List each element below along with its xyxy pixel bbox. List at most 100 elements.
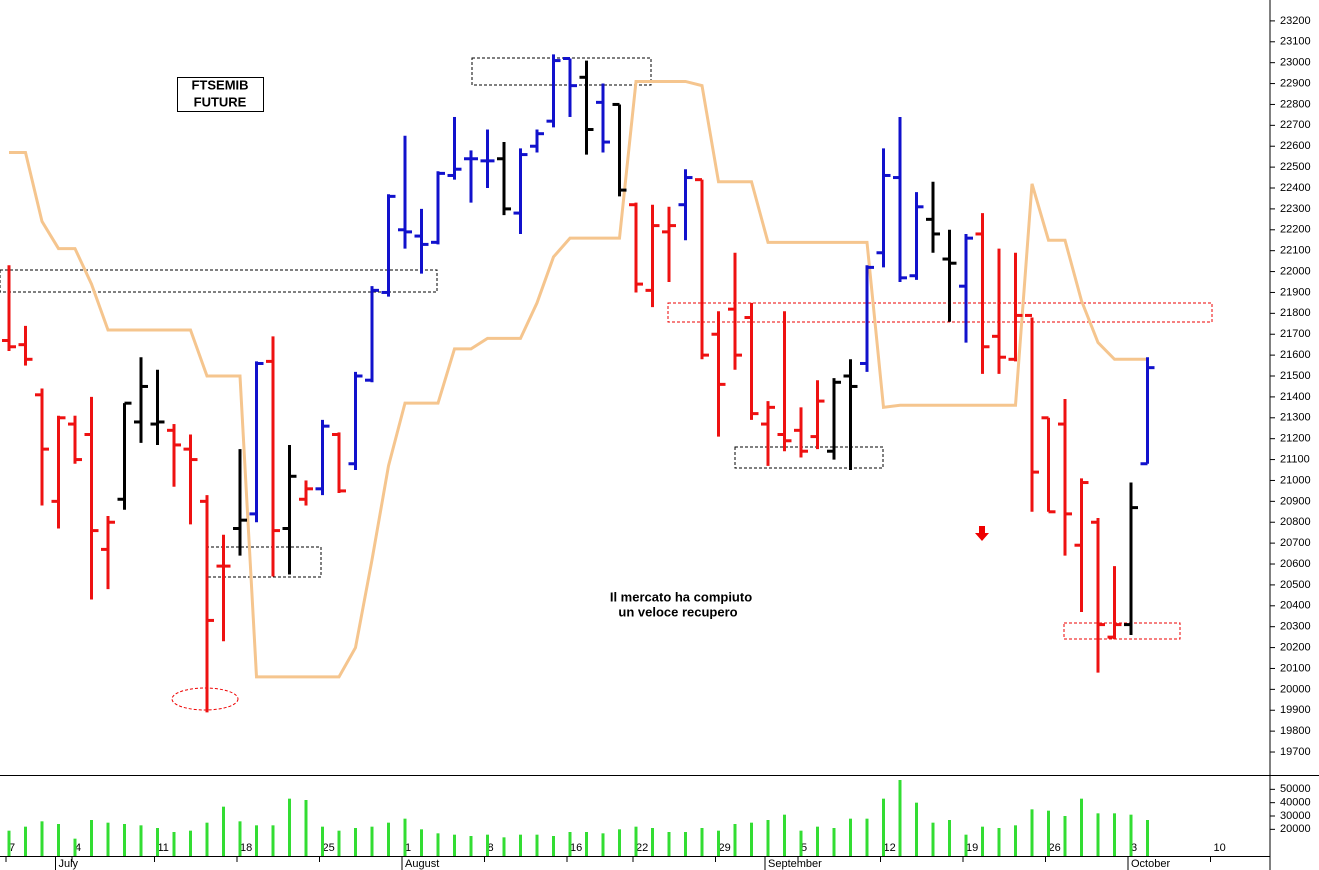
x-tick-label: 4 (75, 842, 81, 854)
y-tick-label: 20900 (1280, 495, 1311, 507)
zone-ellipse (171, 687, 239, 711)
volume-bar (849, 818, 852, 856)
volume-bar (172, 832, 176, 856)
volume-bar (24, 826, 27, 856)
month-label: September (768, 858, 822, 870)
volume-bar (1080, 798, 1083, 856)
x-tick-label: 11 (158, 842, 169, 854)
x-tick-label: 3 (1131, 842, 1137, 854)
volume-bar (766, 820, 770, 856)
volume-bar (1129, 814, 1133, 856)
x-tick-label: 19 (966, 842, 978, 854)
annotation: Il mercato ha compiuto (610, 589, 752, 604)
y-tick-label: 22100 (1280, 245, 1311, 257)
volume-bar (205, 822, 209, 856)
volume-bar (898, 780, 902, 856)
x-tick-label: 10 (1214, 842, 1226, 854)
volume-bar (931, 822, 935, 856)
volume-bar (585, 832, 588, 856)
volume-tick-label: 50000 (1280, 783, 1311, 795)
zone-box (471, 57, 652, 86)
volume-bar (750, 822, 753, 856)
volume-bar (700, 828, 704, 856)
volume-bar (568, 832, 572, 856)
y-tick-label: 20300 (1280, 621, 1311, 633)
volume-bar (717, 830, 720, 856)
y-tick-label: 21900 (1280, 286, 1311, 298)
y-tick-label: 19800 (1280, 725, 1311, 737)
volume-bar (535, 834, 539, 856)
y-tick-label: 22600 (1280, 140, 1311, 152)
y-tick-label: 22400 (1280, 182, 1311, 194)
volume-bar (832, 828, 836, 856)
volume-bar (139, 825, 143, 856)
zone-box (734, 446, 884, 469)
y-tick-label: 22000 (1280, 265, 1311, 277)
y-tick-label: 20200 (1280, 641, 1311, 653)
volume-bar (1063, 816, 1067, 856)
y-tick-label: 23000 (1280, 57, 1311, 69)
volume-bar (189, 830, 192, 856)
zone-box (0, 269, 438, 293)
x-tick-label: 18 (240, 842, 252, 854)
volume-bar (601, 833, 605, 856)
volume-bar (436, 833, 440, 856)
volume-bar (453, 834, 456, 856)
volume-bar (1030, 809, 1034, 856)
volume-bar (519, 834, 522, 856)
y-tick-label: 21300 (1280, 412, 1311, 424)
volume-bar (337, 830, 341, 856)
volume-bar (288, 798, 291, 856)
y-tick-label: 22300 (1280, 203, 1311, 215)
x-tick-label: 16 (570, 842, 582, 854)
x-tick-label: 7 (9, 842, 15, 854)
volume-bar (799, 830, 803, 856)
volume-bar (684, 832, 687, 856)
y-tick-label: 20600 (1280, 558, 1311, 570)
x-tick-label: 12 (884, 842, 896, 854)
y-tick-label: 21100 (1280, 453, 1310, 465)
volume-bar (1047, 810, 1050, 856)
x-tick-label: 1 (405, 842, 411, 854)
y-tick-label: 22500 (1280, 161, 1311, 173)
volume-bar (634, 826, 638, 856)
volume-bar (1014, 825, 1017, 856)
y-tick-label: 22900 (1280, 77, 1311, 89)
y-tick-label: 20700 (1280, 537, 1311, 549)
x-tick-label: 26 (1049, 842, 1061, 854)
volume-bar (40, 821, 44, 856)
volume-bar (57, 824, 60, 856)
month-label: July (59, 858, 79, 870)
y-tick-label: 21700 (1280, 328, 1311, 340)
y-tick-label: 20100 (1280, 662, 1311, 674)
volume-bar (486, 834, 489, 856)
month-label: October (1131, 858, 1170, 870)
y-tick-label: 19900 (1280, 704, 1311, 716)
volume-bar (882, 798, 885, 856)
volume-bar (733, 824, 737, 856)
volume-bar (981, 826, 984, 856)
volume-bar (651, 828, 654, 856)
volume-bar (321, 826, 324, 856)
y-tick-label: 20400 (1280, 600, 1311, 612)
volume-tick-label: 30000 (1280, 810, 1311, 822)
volume-bar (370, 826, 374, 856)
y-tick-label: 23200 (1280, 15, 1311, 27)
y-tick-label: 23100 (1280, 36, 1311, 48)
y-tick-label: 21400 (1280, 391, 1311, 403)
volume-bar (865, 818, 869, 856)
y-tick-label: 22200 (1280, 224, 1311, 236)
volume-bar (618, 829, 621, 856)
volume-bar (271, 825, 275, 856)
volume-bar (667, 832, 671, 856)
volume-bar (403, 818, 407, 856)
volume-bar (1096, 813, 1100, 856)
y-tick-label: 19700 (1280, 746, 1311, 758)
arrow (975, 526, 989, 541)
y-tick-label: 21500 (1280, 370, 1311, 382)
x-tick-label: 29 (719, 842, 731, 854)
month-label: August (405, 858, 439, 870)
volume-bar (552, 836, 555, 856)
annotation: un veloce recupero (618, 604, 737, 619)
